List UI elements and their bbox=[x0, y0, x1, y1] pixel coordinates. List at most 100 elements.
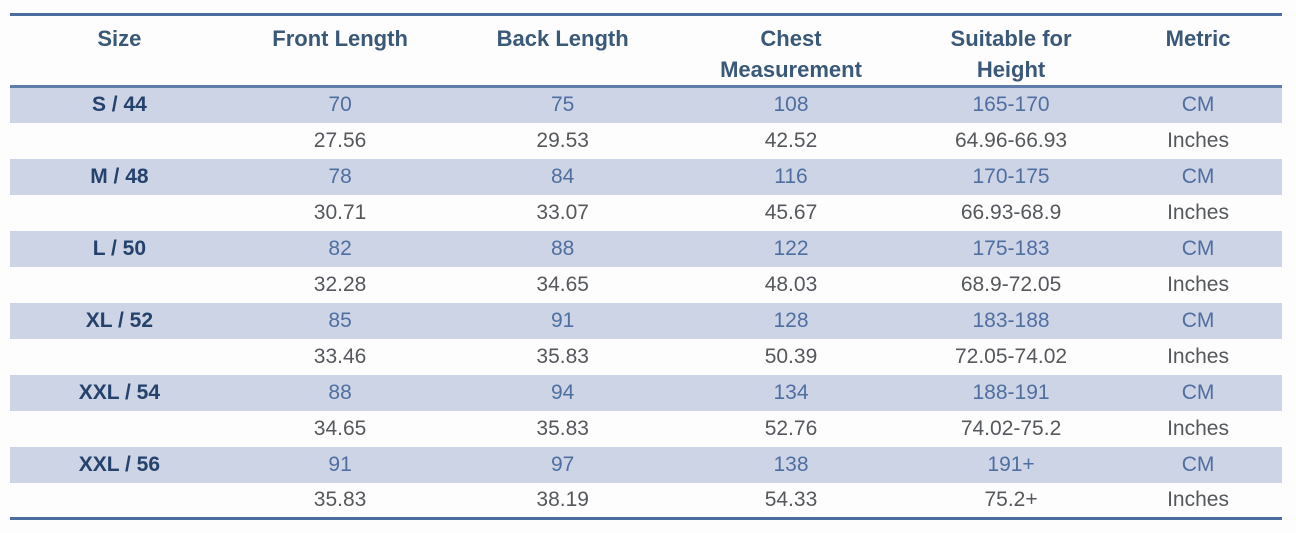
cell-back-length: 33.07 bbox=[536, 200, 589, 224]
header-front-length-label: Front Length bbox=[272, 26, 408, 51]
cell-front-length: 30.71 bbox=[313, 200, 367, 224]
cell-height: 183-188 bbox=[908, 302, 1115, 339]
cell-size bbox=[10, 339, 229, 375]
cell-chest: 116 bbox=[673, 158, 909, 195]
cell-back-length: 75 bbox=[451, 86, 674, 123]
cell-size bbox=[10, 411, 229, 447]
header-size: Size bbox=[10, 14, 229, 88]
cell-front-length: 78 bbox=[228, 158, 452, 195]
cell-chest: 48.03 bbox=[764, 272, 818, 296]
table-row: M / 48 78 84 116 170-175 CM bbox=[10, 158, 1282, 195]
header-chest-label-line2: Measurement bbox=[720, 57, 862, 82]
cell-size: S / 44 bbox=[10, 86, 229, 123]
cell-back-length: 84 bbox=[451, 158, 674, 195]
cell-height: 74.02-75.2 bbox=[960, 416, 1062, 440]
cell-metric: CM bbox=[1114, 374, 1282, 411]
table-row: XXL / 56 91 97 138 191+ CM bbox=[10, 446, 1282, 483]
cell-chest: 45.67 bbox=[764, 200, 818, 224]
cell-size: XXL / 56 bbox=[10, 446, 229, 483]
cell-height: 170-175 bbox=[908, 158, 1115, 195]
cell-chest: 122 bbox=[673, 230, 909, 267]
cell-height: 175-183 bbox=[908, 230, 1115, 267]
table-header-row: Size Front Length Back Length Chest Meas… bbox=[10, 14, 1282, 88]
cell-height: 68.9-72.05 bbox=[960, 272, 1062, 296]
cell-chest: 134 bbox=[673, 374, 909, 411]
header-height-label-line1: Suitable for bbox=[950, 26, 1072, 51]
header-front-length: Front Length bbox=[228, 14, 452, 88]
cell-chest: 50.39 bbox=[764, 344, 818, 368]
cell-size bbox=[10, 123, 229, 159]
cell-metric: Inches bbox=[1167, 200, 1229, 224]
cell-size: L / 50 bbox=[10, 230, 229, 267]
cell-front-length: 82 bbox=[228, 230, 452, 267]
header-metric-label: Metric bbox=[1165, 26, 1231, 51]
cell-metric: CM bbox=[1114, 446, 1282, 483]
size-chart: Size Front Length Back Length Chest Meas… bbox=[10, 13, 1282, 520]
cell-metric: CM bbox=[1114, 230, 1282, 267]
header-back-length: Back Length bbox=[451, 14, 674, 88]
cell-metric: Inches bbox=[1167, 344, 1229, 368]
cell-front-length: 85 bbox=[228, 302, 452, 339]
cell-height: 191+ bbox=[908, 446, 1115, 483]
cell-front-length: 33.46 bbox=[313, 344, 367, 368]
cell-metric: CM bbox=[1114, 158, 1282, 195]
cell-chest: 42.52 bbox=[764, 128, 818, 152]
table-row: XL / 52 85 91 128 183-188 CM bbox=[10, 302, 1282, 339]
cell-metric: Inches bbox=[1167, 487, 1229, 511]
cell-front-length: 34.65 bbox=[313, 416, 367, 440]
cell-front-length: 35.83 bbox=[313, 487, 367, 511]
cell-back-length: 34.65 bbox=[536, 272, 589, 296]
table-row: 27.56 29.53 42.52 64.96-66.93 Inches bbox=[10, 123, 1282, 159]
cell-metric: CM bbox=[1114, 302, 1282, 339]
cell-back-length: 29.53 bbox=[536, 128, 589, 152]
cell-height: 188-191 bbox=[908, 374, 1115, 411]
header-chest-label-line1: Chest bbox=[760, 26, 822, 51]
cell-metric: Inches bbox=[1167, 272, 1229, 296]
cell-chest: 54.33 bbox=[764, 487, 818, 511]
header-metric: Metric bbox=[1114, 14, 1282, 88]
cell-size bbox=[10, 195, 229, 231]
table-row: 33.46 35.83 50.39 72.05-74.02 Inches bbox=[10, 339, 1282, 375]
header-back-length-label: Back Length bbox=[496, 26, 629, 51]
header-size-label: Size bbox=[97, 26, 142, 51]
cell-chest: 128 bbox=[673, 302, 909, 339]
cell-height: 64.96-66.93 bbox=[954, 128, 1068, 152]
cell-back-length: 91 bbox=[451, 302, 674, 339]
cell-front-length: 70 bbox=[228, 86, 452, 123]
cell-back-length: 88 bbox=[451, 230, 674, 267]
cell-back-length: 35.83 bbox=[536, 344, 589, 368]
size-chart-table: Size Front Length Back Length Chest Meas… bbox=[10, 13, 1282, 520]
cell-metric: Inches bbox=[1167, 416, 1229, 440]
cell-front-length: 91 bbox=[228, 446, 452, 483]
cell-metric: Inches bbox=[1167, 128, 1229, 152]
header-height-label-line2: Height bbox=[976, 57, 1046, 82]
cell-height: 66.93-68.9 bbox=[960, 200, 1062, 224]
table-row: 34.65 35.83 52.76 74.02-75.2 Inches bbox=[10, 411, 1282, 447]
cell-back-length: 38.19 bbox=[536, 487, 589, 511]
cell-height: 72.05-74.02 bbox=[954, 344, 1068, 368]
cell-chest: 138 bbox=[673, 446, 909, 483]
table-row: S / 44 70 75 108 165-170 CM bbox=[10, 86, 1282, 123]
cell-metric: CM bbox=[1114, 86, 1282, 123]
cell-size: M / 48 bbox=[10, 158, 229, 195]
cell-back-length: 94 bbox=[451, 374, 674, 411]
cell-height: 165-170 bbox=[908, 86, 1115, 123]
cell-back-length: 35.83 bbox=[536, 416, 589, 440]
cell-front-length: 88 bbox=[228, 374, 452, 411]
header-suitable-height: Suitable for Height bbox=[908, 14, 1115, 88]
header-chest-measurement: Chest Measurement bbox=[673, 14, 909, 88]
table-row: L / 50 82 88 122 175-183 CM bbox=[10, 230, 1282, 267]
table-row: 32.28 34.65 48.03 68.9-72.05 Inches bbox=[10, 267, 1282, 303]
cell-back-length: 97 bbox=[451, 446, 674, 483]
cell-chest: 52.76 bbox=[764, 416, 818, 440]
cell-front-length: 32.28 bbox=[313, 272, 367, 296]
cell-front-length: 27.56 bbox=[313, 128, 367, 152]
table-row: 35.83 38.19 54.33 75.2+ Inches bbox=[10, 483, 1282, 519]
cell-size: XL / 52 bbox=[10, 302, 229, 339]
cell-size bbox=[10, 267, 229, 303]
cell-height: 75.2+ bbox=[984, 487, 1038, 511]
cell-size bbox=[10, 483, 229, 519]
table-row: 30.71 33.07 45.67 66.93-68.9 Inches bbox=[10, 195, 1282, 231]
cell-size: XXL / 54 bbox=[10, 374, 229, 411]
table-row: XXL / 54 88 94 134 188-191 CM bbox=[10, 374, 1282, 411]
